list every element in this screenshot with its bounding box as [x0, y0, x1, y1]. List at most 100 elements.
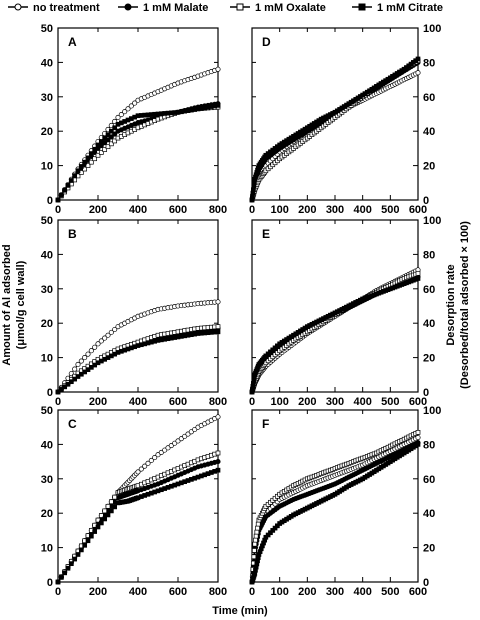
- series-1-mm-oxalate: [249, 430, 421, 585]
- y-tick-label: 0: [423, 577, 429, 589]
- y-tick-label: 40: [41, 57, 53, 69]
- data-point: [415, 70, 421, 76]
- x-tick-label: 400: [353, 396, 371, 408]
- series-1-mm-citrate: [55, 103, 221, 203]
- series-line: [251, 276, 419, 393]
- y-tick-label: 0: [423, 195, 429, 207]
- legend-label-no-treatment: no treatment: [33, 2, 100, 14]
- y-tick-label: 20: [41, 126, 53, 138]
- x-tick-label: 200: [89, 586, 107, 598]
- data-point: [215, 329, 221, 335]
- y-tick-label: 0: [47, 195, 53, 207]
- y-tick-label: 20: [423, 161, 435, 173]
- data-point: [58, 387, 64, 392]
- data-point: [254, 529, 260, 535]
- x-tick-label: 100: [270, 396, 288, 408]
- data-point: [102, 147, 108, 152]
- y-tick-label: 20: [41, 508, 53, 520]
- data-point: [95, 142, 101, 148]
- x-tick-label: 600: [169, 586, 187, 598]
- data-point: [415, 430, 421, 435]
- data-point: [98, 338, 104, 344]
- data-point: [112, 138, 118, 144]
- x-tick-label: 400: [129, 204, 147, 216]
- x-tick-label: 300: [326, 396, 344, 408]
- data-point: [112, 504, 118, 510]
- series-line: [251, 60, 419, 201]
- data-point: [415, 270, 421, 276]
- data-point: [125, 106, 131, 112]
- data-point: [105, 512, 111, 518]
- data-point: [95, 517, 101, 523]
- data-point: [122, 109, 128, 115]
- series-line: [57, 68, 219, 201]
- data-point: [62, 384, 68, 390]
- data-point: [72, 376, 78, 382]
- data-point: [55, 197, 61, 203]
- data-point: [118, 112, 124, 118]
- series-1-mm-citrate: [249, 276, 421, 395]
- y-tick-label: 40: [423, 318, 435, 330]
- panel-c: 0 10 20 30 40 50 0 200 400 600 800 C: [41, 405, 227, 598]
- data-point: [138, 466, 144, 472]
- data-point: [88, 348, 94, 354]
- series-line: [251, 443, 419, 583]
- data-point: [72, 366, 78, 372]
- data-point: [415, 56, 421, 62]
- panel-label: E: [262, 227, 270, 241]
- panel-label: B: [68, 227, 77, 241]
- right-axis-title-line2: (Desorbed/total adsorbed × 100): [459, 221, 471, 389]
- y-tick-label: 100: [423, 405, 441, 417]
- data-point: [142, 463, 148, 469]
- data-point: [253, 537, 258, 543]
- x-tick-label: 100: [270, 586, 288, 598]
- data-point: [128, 103, 134, 109]
- x-tick-label: 0: [55, 586, 61, 598]
- panel-b: 0 10 20 30 40 50 0 200 400 600 800 B: [41, 215, 227, 408]
- data-point: [82, 542, 88, 548]
- series-no-treatment: [249, 70, 421, 203]
- data-point: [78, 164, 84, 169]
- right-axis-title-line1: Desorption rate: [445, 264, 457, 345]
- y-tick-label: 20: [41, 318, 53, 330]
- data-point: [95, 152, 101, 158]
- series-1-mm-malate: [249, 274, 421, 395]
- data-point: [252, 541, 258, 547]
- data-point: [92, 156, 98, 162]
- x-tick-label: 600: [409, 204, 427, 216]
- data-point: [115, 114, 121, 120]
- y-tick-label: 40: [41, 249, 53, 261]
- data-point: [215, 450, 221, 456]
- data-point: [105, 503, 111, 509]
- bottom-axis-title: Time (min): [212, 605, 268, 617]
- series-no-treatment: [55, 299, 221, 395]
- data-point: [251, 548, 257, 553]
- series-1-mm-citrate: [55, 329, 221, 395]
- data-point: [108, 329, 114, 335]
- plot-frame: [251, 219, 419, 393]
- data-point: [98, 513, 104, 518]
- x-tick-label: 400: [353, 586, 371, 598]
- panel-label: F: [262, 417, 269, 431]
- data-point: [105, 332, 111, 338]
- data-point: [85, 538, 91, 544]
- data-point: [112, 326, 118, 333]
- data-point: [215, 324, 221, 329]
- x-tick-label: 600: [409, 586, 427, 598]
- data-point: [58, 575, 64, 580]
- x-tick-label: 400: [353, 204, 371, 216]
- y-tick-label: 80: [423, 57, 435, 69]
- data-point: [68, 379, 74, 385]
- x-tick-label: 600: [409, 396, 427, 408]
- data-point: [108, 499, 114, 505]
- data-point: [108, 141, 114, 147]
- y-tick-label: 30: [41, 474, 53, 486]
- data-point: [58, 192, 64, 198]
- x-tick-label: 600: [169, 396, 187, 408]
- y-tick-label: 100: [423, 23, 441, 35]
- data-point: [95, 524, 101, 530]
- y-tick-label: 40: [423, 126, 435, 138]
- data-point: [255, 521, 261, 527]
- panel-label: A: [68, 35, 77, 49]
